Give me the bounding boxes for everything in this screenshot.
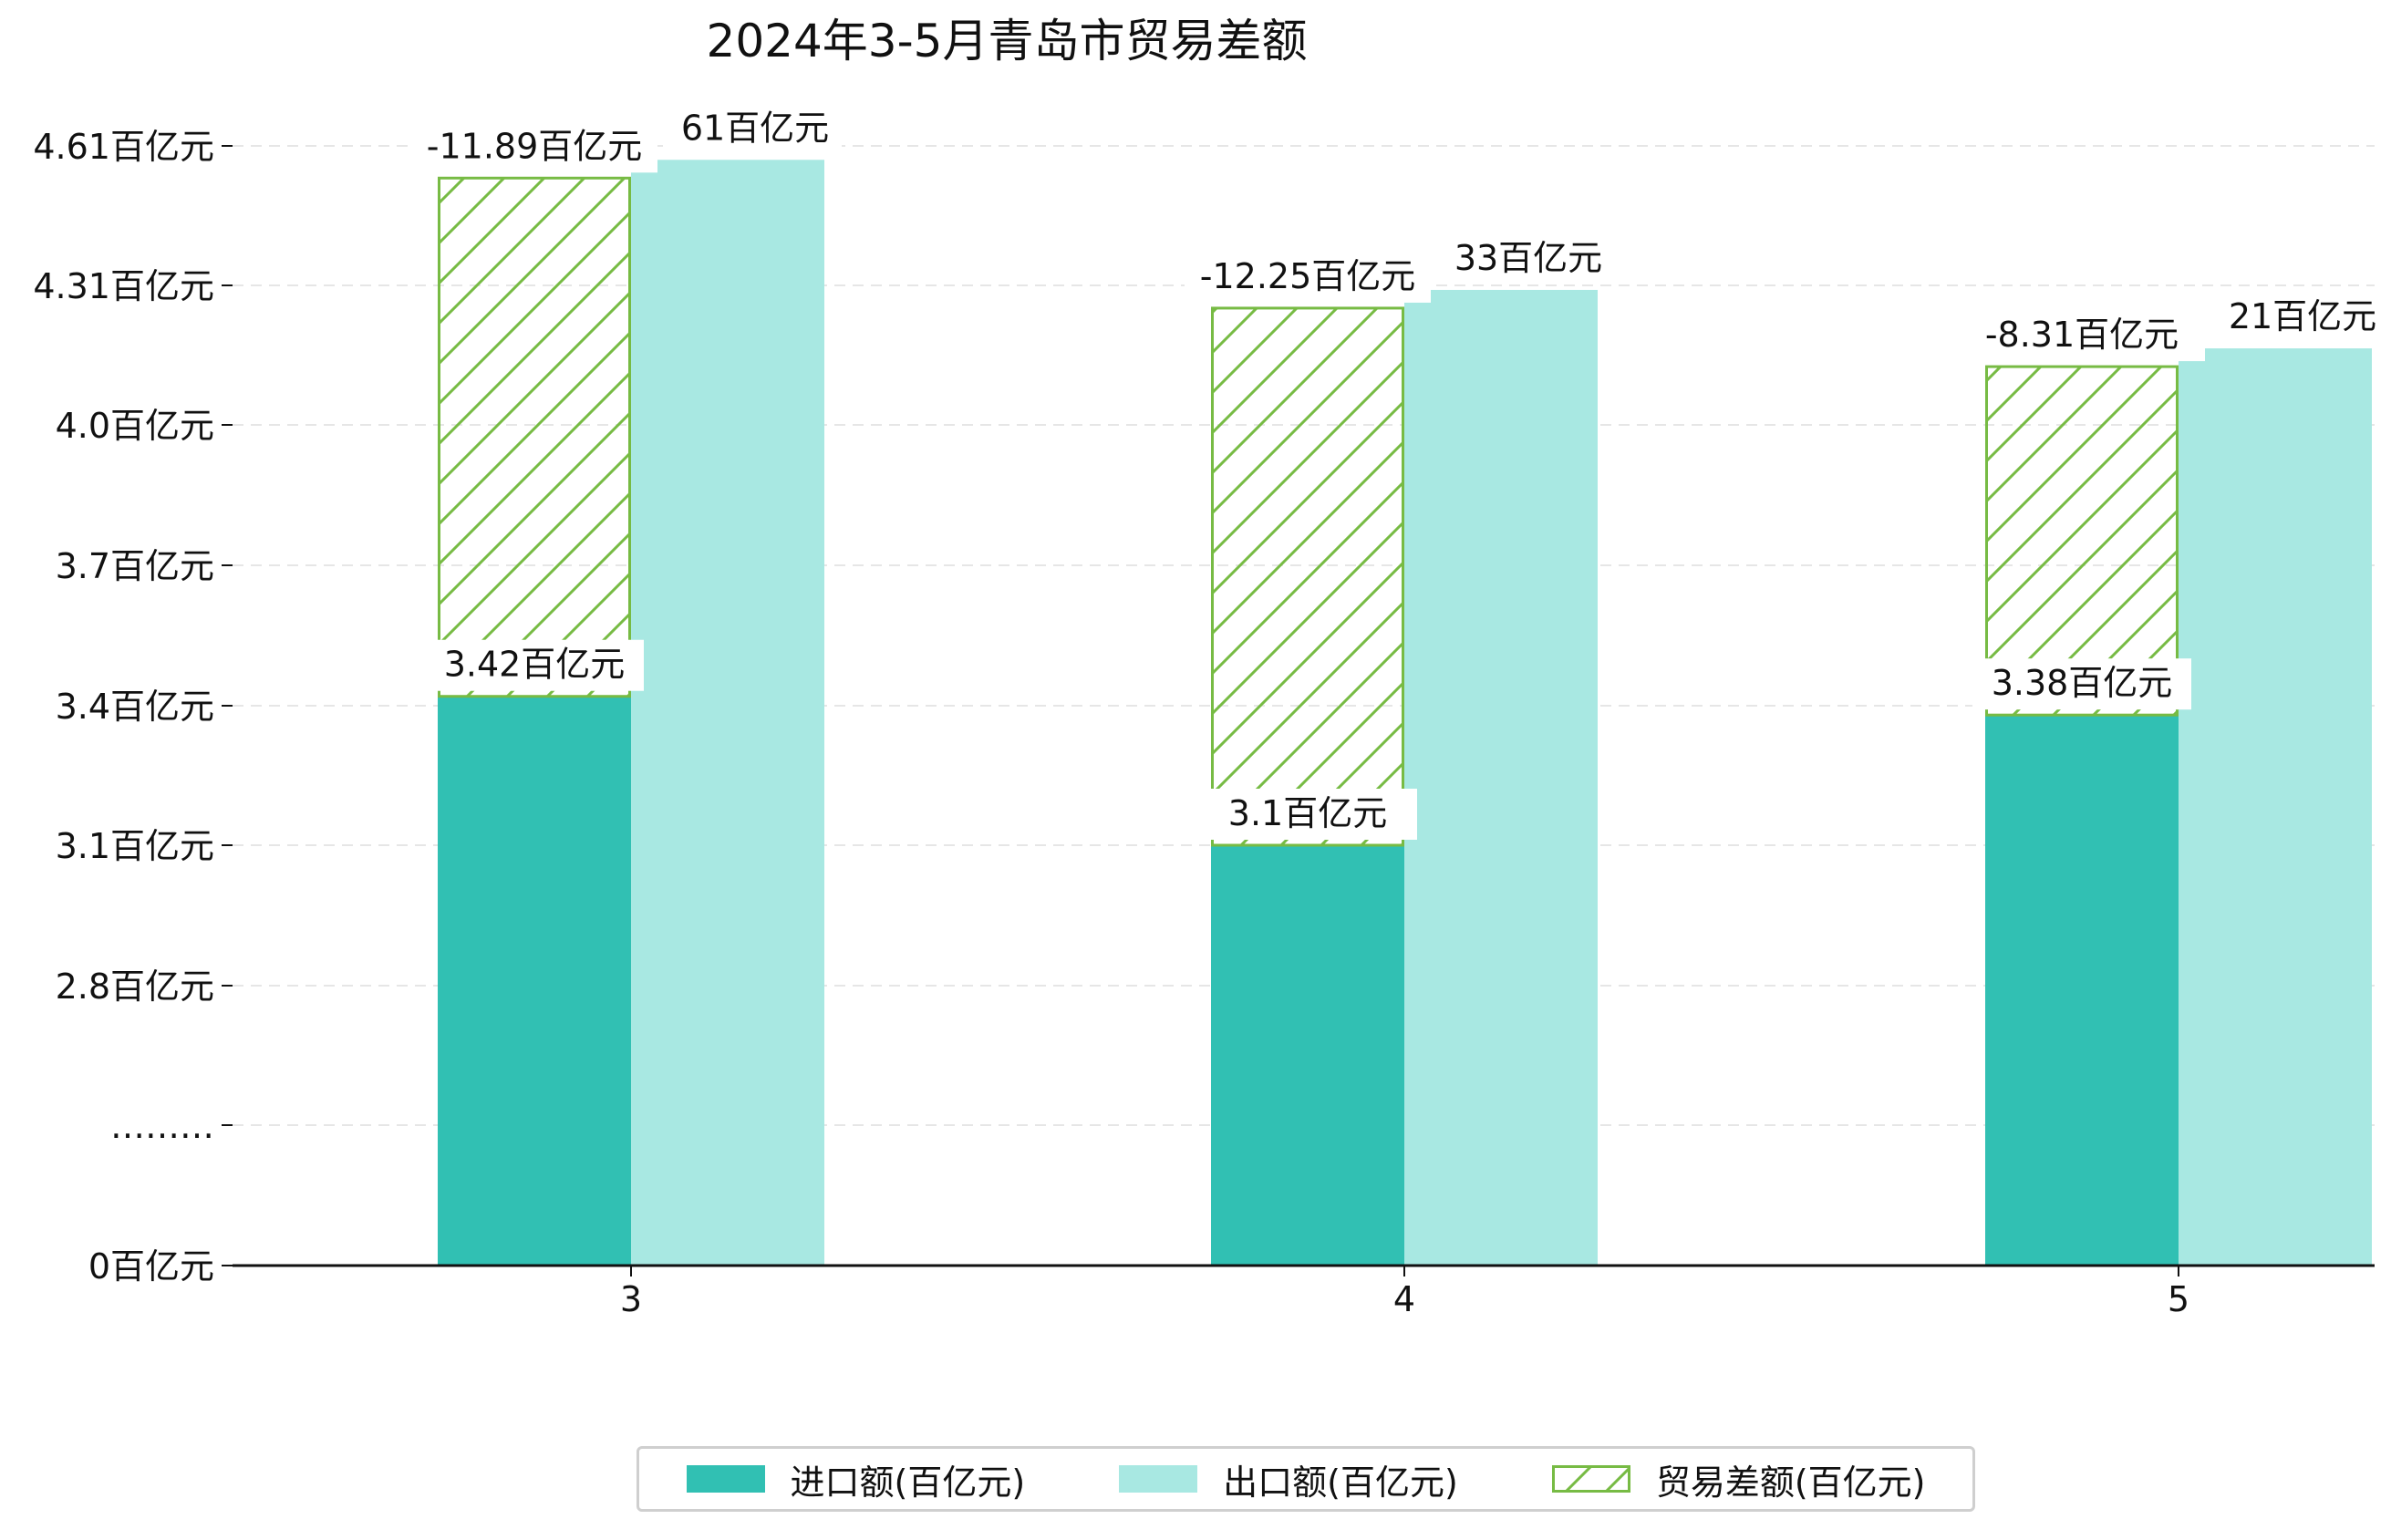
bar-export bbox=[1404, 289, 1598, 1266]
legend-item-balance: 贸易差额(百亿元) bbox=[1551, 1454, 1926, 1504]
label-import: 3.38百亿元 bbox=[1992, 663, 2173, 703]
label-export-bg bbox=[2216, 292, 2389, 344]
legend-item-import: 进口额(百亿元) bbox=[686, 1454, 1026, 1504]
label-import-bg bbox=[1198, 789, 1417, 840]
chart-title: 2024年3-5月青岛市贸易差额 bbox=[707, 15, 1308, 67]
label-export-bg bbox=[668, 103, 842, 155]
bar-import bbox=[438, 696, 631, 1266]
y-tick-label: 3.7百亿元 bbox=[56, 546, 214, 586]
label-import-bg bbox=[425, 639, 644, 691]
data-labels: 3.42百亿元 -11.89百亿元 61百亿元 3.1百亿元 -12.25百亿元 33百亿… bbox=[411, 103, 2389, 840]
label-export: 61百亿元 bbox=[681, 108, 829, 148]
label-import-bg bbox=[1972, 658, 2191, 710]
bar-trade-balance bbox=[1211, 306, 1404, 847]
legend-item-export: 出口额(百亿元) bbox=[1119, 1454, 1458, 1504]
y-tick-label: 4.0百亿元 bbox=[56, 406, 214, 446]
bars bbox=[438, 160, 2372, 1266]
label-trade-balance: -12.25百亿元 bbox=[1200, 256, 1416, 296]
axes: 0百亿元 ……… 2.8百亿元 3.1百亿元 3.4百亿元 3.7百亿元 4.0百亿元 4.3… bbox=[33, 127, 2375, 1319]
label-trade-balance-bg bbox=[411, 121, 657, 173]
bar-trade-balance bbox=[1985, 365, 2179, 717]
bar-import bbox=[1985, 715, 2179, 1266]
legend-swatch-balance bbox=[1551, 1465, 1630, 1493]
legend-label-export: 出口额(百亿元) bbox=[1223, 1462, 1458, 1503]
x-tick-label: 3 bbox=[620, 1279, 642, 1319]
legend-label-balance: 贸易差额(百亿元) bbox=[1655, 1462, 1926, 1503]
bar-export bbox=[2179, 348, 2372, 1266]
label-export-bg bbox=[1442, 233, 1615, 284]
label-import: 3.1百亿元 bbox=[1228, 793, 1387, 833]
y-tick-label: 4.31百亿元 bbox=[33, 266, 214, 306]
y-tick-label: 0百亿元 bbox=[88, 1246, 214, 1287]
legend-swatch-export bbox=[1119, 1465, 1198, 1493]
label-trade-balance: -11.89百亿元 bbox=[427, 126, 643, 166]
bar-import bbox=[1211, 845, 1404, 1266]
legend: 进口额(百亿元) 出口额(百亿元) 贸易差额(百亿元) bbox=[637, 1446, 1975, 1512]
y-tick-label: ……… bbox=[110, 1106, 214, 1146]
label-trade-balance-bg bbox=[1185, 251, 1431, 303]
x-tick-label: 4 bbox=[1393, 1279, 1415, 1319]
label-export: 21百亿元 bbox=[2229, 296, 2376, 336]
x-tick-label: 5 bbox=[2168, 1279, 2189, 1319]
bar-export bbox=[631, 160, 824, 1266]
y-tick-label: 3.4百亿元 bbox=[56, 687, 214, 727]
label-trade-balance: -8.31百亿元 bbox=[1985, 315, 2179, 355]
bar-trade-balance bbox=[438, 176, 631, 698]
y-tick-label: 3.1百亿元 bbox=[56, 826, 214, 866]
y-tick-label: 4.61百亿元 bbox=[33, 127, 214, 167]
y-tick-label: 2.8百亿元 bbox=[56, 966, 214, 1007]
label-trade-balance-bg bbox=[1959, 310, 2205, 362]
legend-label-import: 进口额(百亿元) bbox=[790, 1462, 1026, 1503]
label-import: 3.42百亿元 bbox=[444, 645, 626, 685]
legend-swatch-import bbox=[686, 1465, 765, 1493]
label-export: 33百亿元 bbox=[1454, 238, 1602, 278]
